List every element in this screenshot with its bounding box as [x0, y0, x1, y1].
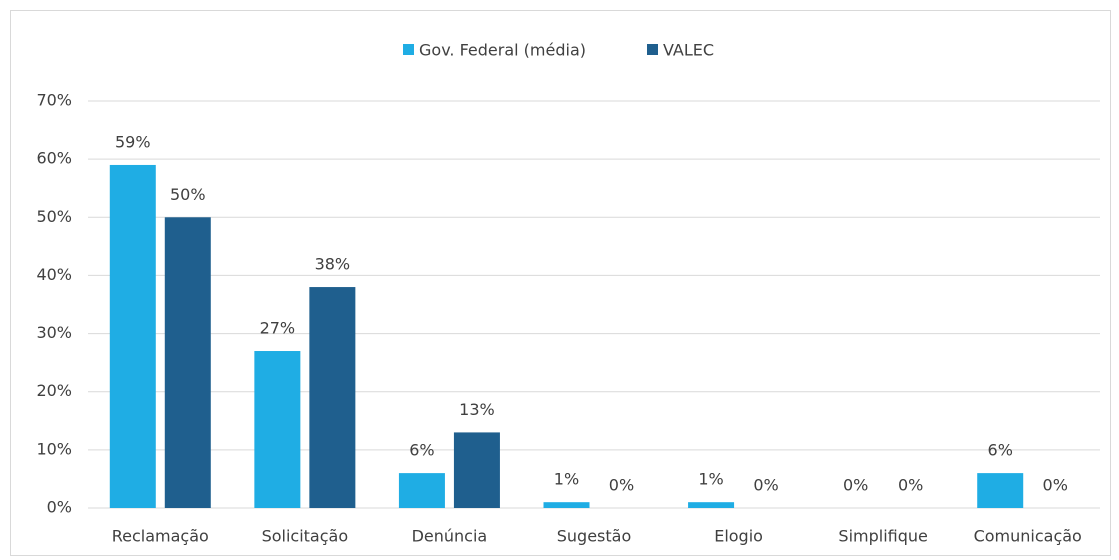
- value-label: 1%: [698, 470, 723, 489]
- value-label: 38%: [315, 255, 351, 274]
- legend-swatch: [403, 44, 414, 55]
- x-tick-label: Denúncia: [412, 527, 488, 546]
- bar: [453, 432, 500, 508]
- value-label: 50%: [170, 185, 206, 204]
- value-label: 6%: [409, 441, 434, 460]
- y-tick-label: 40%: [36, 265, 72, 284]
- legend-label: VALEC: [663, 41, 714, 60]
- legend-swatch: [647, 44, 658, 55]
- y-tick-label: 70%: [36, 91, 72, 110]
- value-label: 13%: [459, 400, 495, 419]
- value-label: 0%: [843, 476, 868, 495]
- y-tick-label: 10%: [36, 439, 72, 458]
- x-tick-label: Simplifique: [838, 527, 927, 546]
- value-label: 0%: [898, 476, 923, 495]
- bar: [977, 473, 1024, 508]
- y-tick-label: 20%: [36, 381, 72, 400]
- bar: [109, 164, 156, 508]
- x-tick-label: Sugestão: [557, 527, 632, 546]
- value-label: 0%: [1043, 476, 1068, 495]
- x-tick-label: Reclamação: [112, 527, 209, 546]
- value-label: 0%: [753, 476, 778, 495]
- bar: [543, 502, 590, 508]
- bar: [398, 473, 445, 508]
- y-tick-label: 50%: [36, 207, 72, 226]
- bar: [164, 217, 211, 509]
- bar: [688, 502, 735, 508]
- bar: [309, 287, 356, 508]
- x-tick-label: Elogio: [714, 527, 763, 546]
- value-label: 6%: [988, 441, 1013, 460]
- bar: [254, 351, 301, 508]
- y-tick-label: 30%: [36, 323, 72, 342]
- value-label: 27%: [260, 319, 296, 338]
- x-tick-label: Solicitação: [262, 527, 349, 546]
- value-label: 1%: [554, 470, 579, 489]
- y-tick-label: 60%: [36, 149, 72, 168]
- legend-label: Gov. Federal (média): [419, 41, 586, 60]
- x-tick-label: Comunicação: [974, 527, 1082, 546]
- value-label: 59%: [115, 132, 151, 151]
- value-label: 0%: [609, 476, 634, 495]
- y-tick-label: 0%: [47, 498, 72, 517]
